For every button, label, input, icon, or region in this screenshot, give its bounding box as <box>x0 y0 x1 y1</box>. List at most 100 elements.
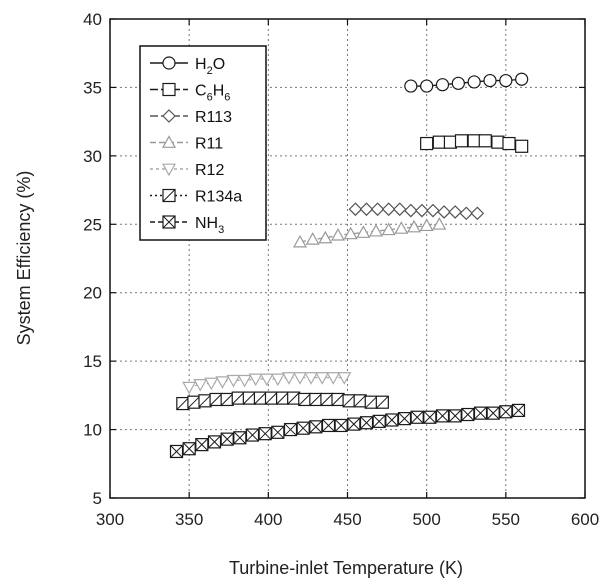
data-point <box>478 134 492 148</box>
series-r12 <box>182 372 352 395</box>
data-point <box>483 73 497 88</box>
data-point <box>326 372 341 385</box>
legend-label-part: H <box>213 83 225 100</box>
y-tick-label: 35 <box>83 78 102 97</box>
data-point <box>437 205 451 219</box>
data-point <box>381 202 396 217</box>
data-point <box>337 372 352 385</box>
data-point <box>248 373 263 387</box>
legend-label-subscript: 6 <box>207 92 213 104</box>
legend-label: H2O <box>195 56 225 77</box>
legend-entry-r11: R11 <box>150 135 223 153</box>
plot-marks <box>169 72 529 459</box>
x-tick-label: 450 <box>333 510 361 529</box>
legend-marker <box>162 188 176 203</box>
x-tick-label: 400 <box>254 510 282 529</box>
data-point <box>410 410 424 424</box>
data-point <box>403 203 418 218</box>
data-point <box>169 444 184 459</box>
y-tick-label: 10 <box>83 421 102 440</box>
legend-label: C6H6 <box>195 83 230 104</box>
data-point <box>309 392 323 407</box>
data-point <box>499 73 513 88</box>
data-point <box>486 406 500 420</box>
legend-marker <box>161 163 177 177</box>
data-point <box>271 425 285 439</box>
grid-lines <box>110 19 585 498</box>
data-point <box>448 205 463 219</box>
y-tick-label: 25 <box>83 215 102 234</box>
data-point <box>187 395 201 409</box>
data-point <box>215 376 230 389</box>
y-tick-label: 15 <box>83 352 102 371</box>
data-point <box>176 396 190 411</box>
data-point <box>347 417 361 431</box>
legend-entry-nh3: NH3 <box>150 215 224 236</box>
legend-label: NH3 <box>195 215 224 236</box>
legend-label-part: NH <box>195 215 218 232</box>
legend-label: R113 <box>195 109 232 126</box>
data-point <box>242 391 256 405</box>
legend-label-part: O <box>213 56 225 73</box>
data-point <box>461 407 475 422</box>
data-point <box>226 374 241 388</box>
data-point <box>259 373 274 387</box>
data-point <box>435 409 450 423</box>
data-point <box>423 410 437 424</box>
data-point <box>198 394 212 408</box>
data-point <box>207 435 222 449</box>
data-point <box>415 203 429 218</box>
data-point <box>511 403 526 418</box>
data-point <box>370 202 385 217</box>
data-point <box>420 79 434 93</box>
data-point <box>331 392 345 407</box>
x-tick-label: 350 <box>175 510 203 529</box>
data-point <box>451 76 465 90</box>
legend-label-part: H <box>195 56 207 73</box>
data-point <box>342 394 356 408</box>
data-point <box>491 135 505 149</box>
data-point <box>275 391 290 405</box>
axes: 300 350 400 450 500 550 600 5 10 15 20 25 30 35 40 <box>83 10 599 529</box>
legend-label: R134a <box>195 189 242 206</box>
data-point <box>287 391 301 405</box>
data-point <box>253 391 268 405</box>
data-point <box>258 427 272 441</box>
data-point <box>375 395 389 409</box>
data-point <box>470 206 485 221</box>
data-point <box>270 373 285 387</box>
legend-label-subscript: 2 <box>207 65 213 77</box>
legend-marker <box>162 215 176 229</box>
data-point <box>233 431 247 445</box>
data-point <box>264 391 279 405</box>
data-point <box>353 394 367 408</box>
legend-marker <box>162 56 176 70</box>
data-point <box>404 79 418 93</box>
data-point <box>473 406 488 420</box>
data-point <box>368 223 384 237</box>
data-point <box>231 391 245 405</box>
data-point <box>435 78 450 92</box>
data-point <box>304 372 319 385</box>
data-point <box>432 135 446 149</box>
data-point <box>209 392 223 407</box>
data-point <box>343 226 358 240</box>
legend-label-part: C <box>195 83 207 100</box>
series-c6h6 <box>420 134 529 153</box>
data-point <box>220 432 234 446</box>
data-point <box>330 227 346 241</box>
data-point <box>204 377 219 391</box>
data-point <box>426 203 440 218</box>
legend-entry-r134a: R134a <box>150 189 242 206</box>
data-point <box>193 379 208 392</box>
data-point <box>459 206 474 221</box>
data-point <box>454 134 469 148</box>
data-point <box>385 413 399 427</box>
data-point <box>292 234 308 248</box>
x-tick-label: 600 <box>571 510 599 529</box>
data-point <box>419 218 434 232</box>
data-point <box>315 372 330 385</box>
x-tick-label: 300 <box>96 510 124 529</box>
data-point <box>305 232 320 245</box>
